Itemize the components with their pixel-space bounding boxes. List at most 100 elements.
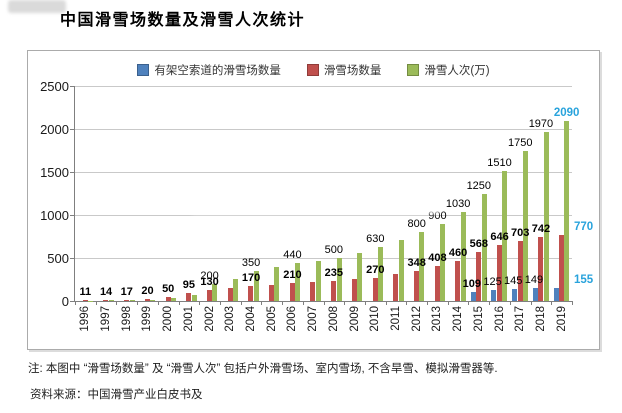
data-label-ski-visits-2010: 630 (366, 232, 385, 245)
bar-ski-visits-1997 (108, 300, 114, 301)
data-label-resort-count-1999: 20 (141, 285, 154, 298)
bar-resort-count-2018 (538, 237, 544, 301)
bar-ski-visits-2003 (233, 278, 239, 301)
bar-resort-count-2008 (331, 280, 337, 301)
data-label-resort-count-2014: 460 (448, 247, 468, 260)
chart-plot: 0 500 1000 1500 2000 2500 1996 1997 1998 1999 2000… (40, 80, 593, 332)
data-label-ski-visits-2008: 500 (324, 244, 344, 256)
bar-ski-visits-2019 (564, 121, 570, 301)
x-axis-tick (385, 301, 387, 305)
bar-ski-visits-2000 (170, 298, 176, 301)
bar-ski-visits-2005 (274, 266, 280, 301)
x-axis-label-2005: 2005 (265, 306, 278, 332)
gridline-500 (75, 258, 572, 259)
data-label-resort-count-2010: 270 (366, 263, 385, 276)
x-axis-tick (364, 301, 366, 305)
data-label-resort-count-2018: 742 (531, 223, 551, 236)
bar-ski-visits-2001 (191, 294, 197, 301)
bar-resort-count-2002 (206, 289, 212, 301)
data-label-ski-visits-2014: 1030 (445, 198, 471, 211)
bar-ski-visits-2016 (502, 171, 508, 301)
chart-legend: 有架空索道的滑雪场数量 滑雪场数量 滑雪人次(万) (28, 62, 599, 78)
bar-ski-visits-2008 (336, 258, 342, 301)
data-label-ropeway-resort-count-2015: 109 (462, 277, 481, 290)
y-axis-label: 2000 (40, 122, 69, 137)
x-axis-label-2001: 2001 (182, 306, 195, 332)
data-label-resort-count-2016: 646 (490, 231, 509, 244)
chart-area: 有架空索道的滑雪场数量 滑雪场数量 滑雪人次(万) 0 500 1000 1500 2000… (27, 50, 600, 350)
x-axis-label-2012: 2012 (410, 306, 423, 332)
x-axis-tick (406, 301, 408, 305)
x-axis-tick (157, 301, 159, 305)
y-axis-label: 1000 (40, 208, 69, 223)
bar-resort-count-2004 (248, 286, 254, 301)
y-axis-tick (70, 172, 75, 173)
data-label-resort-count-2013: 408 (428, 251, 447, 264)
bar-ski-visits-2006 (295, 263, 301, 301)
data-label-resort-count-2012: 348 (407, 257, 426, 270)
legend-item-ski-visits: 滑雪人次(万) (407, 62, 490, 78)
data-label-ski-visits-2006: 440 (283, 249, 302, 262)
data-label-ski-visits-2016: 1510 (487, 157, 512, 170)
x-axis-label-2003: 2003 (224, 306, 237, 332)
x-axis-tick (116, 301, 118, 305)
x-axis-label-2010: 2010 (369, 306, 382, 332)
bar-ropeway-resort-count-2019 (553, 287, 559, 301)
legend-swatch-icon (306, 64, 319, 76)
x-axis-label-2017: 2017 (514, 306, 527, 332)
data-label-ski-visits-2002: 200 (200, 269, 219, 282)
y-axis-label: 500 (47, 251, 69, 266)
data-label-ski-visits-2019: 2090 (553, 107, 580, 120)
bar-resort-count-2019 (558, 234, 564, 301)
x-axis-label-2015: 2015 (472, 306, 485, 332)
chart-note: 注: 本图中 “滑雪场数量” 及 “滑雪人次” 包括户外滑雪场、室内雪场, 不含… (28, 363, 498, 375)
x-axis-label-2009: 2009 (348, 306, 361, 332)
x-axis-label-2006: 2006 (286, 306, 299, 332)
bar-ski-visits-2012 (419, 232, 425, 301)
x-axis-label-2014: 2014 (452, 306, 465, 332)
legend-label: 滑雪人次(万) (424, 65, 490, 77)
x-axis-tick (344, 301, 346, 305)
x-axis-tick (572, 301, 573, 305)
x-axis-label-2013: 2013 (431, 306, 444, 332)
bar-resort-count-2012 (414, 271, 420, 301)
bar-resort-count-2005 (269, 284, 275, 301)
page-title: 中国滑雪场数量及滑雪人次统计 (60, 12, 306, 29)
watermark-smudge (192, 188, 440, 214)
legend-item-resort-count: 滑雪场数量 (306, 62, 381, 78)
x-axis-label-2011: 2011 (389, 306, 402, 331)
legend-label: 有架空索道的滑雪场数量 (154, 65, 281, 77)
bar-ski-visits-2010 (378, 246, 384, 301)
x-axis-label-2016: 2016 (493, 306, 506, 332)
x-axis-tick (509, 301, 511, 305)
x-axis-label-2000: 2000 (162, 306, 175, 332)
bar-resort-count-2007 (310, 281, 316, 301)
data-label-resort-count-2017: 703 (511, 226, 530, 239)
x-axis-tick (447, 301, 449, 305)
data-label-ropeway-resort-count-2017: 145 (504, 274, 523, 287)
data-label-ropeway-resort-count-2016: 125 (483, 276, 502, 289)
watermark-blob (8, 0, 66, 13)
data-label-resort-count-2019: 770 (574, 220, 594, 233)
x-axis-tick (199, 301, 201, 305)
x-axis-tick (489, 301, 491, 305)
bar-resort-count-2017 (517, 240, 523, 301)
gridline-1000 (75, 215, 572, 216)
y-axis-label: 0 (61, 294, 69, 309)
x-axis-label-1996: 1996 (79, 306, 92, 332)
data-label-resort-count-2004: 170 (241, 272, 261, 285)
bar-ski-visits-2011 (398, 239, 404, 301)
x-axis-tick (302, 301, 304, 305)
bar-resort-count-2014 (455, 261, 461, 301)
gridline-2000 (75, 129, 572, 130)
x-axis-tick (219, 301, 221, 305)
bar-resort-count-2015 (476, 252, 482, 301)
x-axis-tick (75, 301, 76, 305)
bar-resort-count-2011 (393, 274, 399, 301)
data-label-ropeway-resort-count-2018: 149 (524, 274, 544, 287)
y-axis-label: 1500 (40, 165, 69, 180)
data-label-resort-count-2015: 568 (469, 238, 488, 251)
x-axis-label-2018: 2018 (534, 306, 547, 332)
bar-resort-count-2006 (289, 282, 295, 301)
bar-resort-count-2009 (351, 279, 357, 301)
